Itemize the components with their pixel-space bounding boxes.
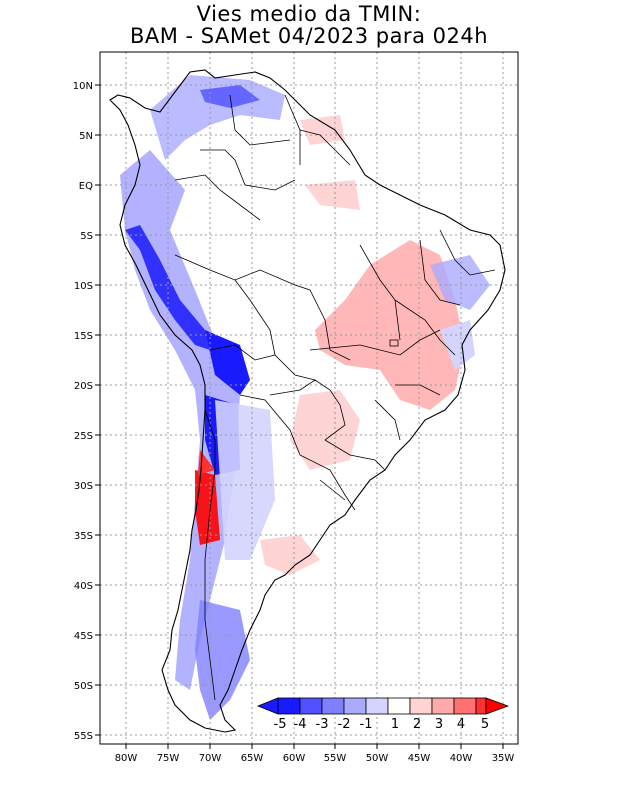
colorbar-bin: [321, 697, 345, 715]
colorbar-bin: [431, 697, 455, 715]
lon-label-80w: 80W: [115, 753, 138, 764]
colorbar-bin: [277, 697, 301, 715]
colorbar-bin: [343, 697, 367, 715]
colorbar-label: -3: [316, 717, 329, 732]
lat-label-10s: 10S: [74, 281, 93, 292]
lat-label-20s: 20S: [74, 381, 93, 392]
colorbar-bin: [475, 697, 487, 715]
colorbar-label: -4: [294, 717, 307, 732]
lat-label-35s: 35S: [74, 531, 93, 542]
colorbar-bin: [299, 697, 323, 715]
map-title-line1: Vies medio da TMIN:: [196, 2, 422, 26]
lon-label-55w: 55W: [324, 753, 347, 764]
colorbar-label: -2: [338, 717, 351, 732]
colorbar-label: -1: [360, 717, 373, 732]
lon-label-50w: 50W: [366, 753, 389, 764]
lon-label-40w: 40W: [450, 753, 473, 764]
lon-label-45w: 45W: [408, 753, 431, 764]
lon-label-35w: 35W: [492, 753, 515, 764]
colorbar-label: 4: [457, 717, 465, 732]
south-america-coastline: [109, 69, 506, 733]
colorbar-label: 1: [391, 717, 399, 732]
colorbar-label: 3: [435, 717, 443, 732]
colorbar-label: 2: [413, 717, 421, 732]
lat-label-15s: 15S: [74, 331, 93, 342]
colorbar: -5 -4 -3 -2 -1 1 2 3 4 5: [256, 697, 510, 732]
lat-label-5s: 5S: [80, 231, 93, 242]
lat-label-55s: 55S: [74, 731, 93, 742]
lat-label-5n: 5N: [79, 131, 93, 142]
lon-label-65w: 65W: [241, 753, 264, 764]
lat-label-45s: 45S: [74, 631, 93, 642]
lat-label-40s: 40S: [74, 581, 93, 592]
bias-shading: [120, 75, 490, 720]
lon-label-75w: 75W: [157, 753, 180, 764]
lon-label-70w: 70W: [199, 753, 222, 764]
lat-label-eq: EQ: [79, 181, 93, 192]
lat-label-10n: 10N: [73, 81, 93, 92]
colorbar-bin: [409, 697, 433, 715]
lat-label-25s: 25S: [74, 431, 93, 442]
colorbar-bin: [365, 697, 389, 715]
map-title-line2: BAM - SAMet 04/2023 para 024h: [129, 24, 489, 48]
tick-marks: [95, 84, 504, 749]
colorbar-arrow-low: [256, 697, 279, 715]
colorbar-bin: [387, 697, 411, 715]
lat-label-30s: 30S: [74, 481, 93, 492]
colorbar-bin: [453, 697, 477, 715]
country-borders: [174, 94, 496, 701]
colorbar-arrow-high: [485, 697, 510, 715]
colorbar-label: 5: [481, 717, 489, 732]
grid-lines: [100, 52, 518, 744]
colorbar-label: -5: [274, 717, 287, 732]
lat-label-50s: 50S: [74, 681, 93, 692]
plot-frame: [99, 51, 519, 745]
lon-label-60w: 60W: [283, 753, 306, 764]
